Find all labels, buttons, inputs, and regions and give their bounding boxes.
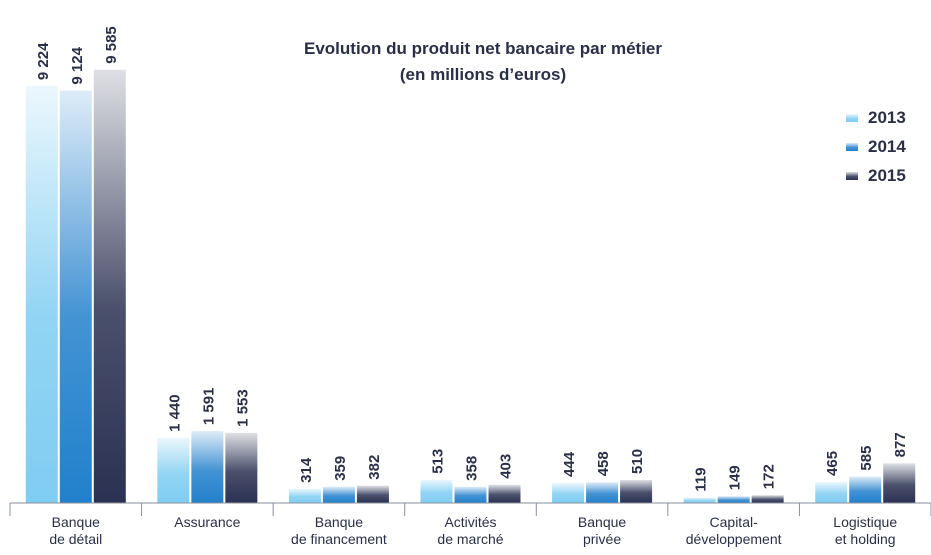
bar [683, 497, 716, 503]
bar [454, 486, 487, 503]
chart-subtitle: (en millions d’euros) [400, 65, 566, 84]
value-label: 9 585 [103, 26, 120, 64]
legend-swatch [846, 114, 858, 122]
bar [488, 484, 521, 503]
bar [191, 431, 224, 503]
bar [322, 486, 355, 503]
value-label: 877 [892, 432, 909, 457]
value-label: 119 [693, 467, 710, 491]
x-tick-label: Banque de détail [49, 514, 103, 547]
bar [751, 495, 784, 503]
bar [883, 463, 916, 503]
x-tick-label: Banque de financement [291, 514, 387, 547]
value-label: 1 553 [234, 389, 251, 427]
value-label: 382 [366, 455, 383, 480]
bar [93, 69, 126, 504]
legend-label: 2013 [868, 108, 906, 127]
bar [586, 482, 619, 503]
x-tick-label: Assurance [174, 514, 241, 530]
value-label: 403 [498, 454, 515, 479]
bar [552, 482, 585, 503]
value-label: 510 [629, 449, 646, 474]
x-tick-label: Activités de marché [437, 514, 504, 547]
value-label: 465 [824, 451, 841, 476]
value-label: 358 [464, 456, 481, 481]
x-tick-label: Capital- développement [685, 514, 782, 547]
legend-swatch [846, 172, 858, 180]
value-label: 314 [298, 457, 315, 483]
value-label: 1 591 [200, 388, 217, 426]
bar [59, 90, 92, 503]
value-label: 9 224 [35, 42, 52, 80]
bar [620, 479, 653, 503]
bar [815, 481, 848, 503]
bar [849, 476, 882, 503]
bar [225, 432, 258, 503]
value-label: 359 [332, 456, 349, 481]
value-label: 1 440 [166, 394, 183, 432]
bar [288, 488, 321, 503]
bar [356, 485, 389, 503]
bar [717, 496, 750, 503]
bar [157, 437, 190, 503]
x-tick-label: Banque privée [577, 514, 627, 547]
legend-label: 2015 [868, 166, 906, 185]
value-label: 585 [858, 446, 875, 471]
legend-swatch [846, 143, 858, 151]
value-label: 458 [595, 451, 612, 476]
bar [25, 86, 58, 504]
value-label: 444 [561, 451, 578, 477]
bar [420, 479, 453, 503]
value-label: 172 [761, 464, 778, 489]
legend-label: 2014 [868, 137, 906, 156]
value-label: 513 [430, 449, 447, 474]
chart-title: Evolution du produit net bancaire par mé… [304, 39, 662, 58]
x-tick-label: Logistique et holding [833, 514, 898, 547]
value-label: 149 [727, 465, 744, 490]
value-label: 9 124 [69, 46, 86, 84]
